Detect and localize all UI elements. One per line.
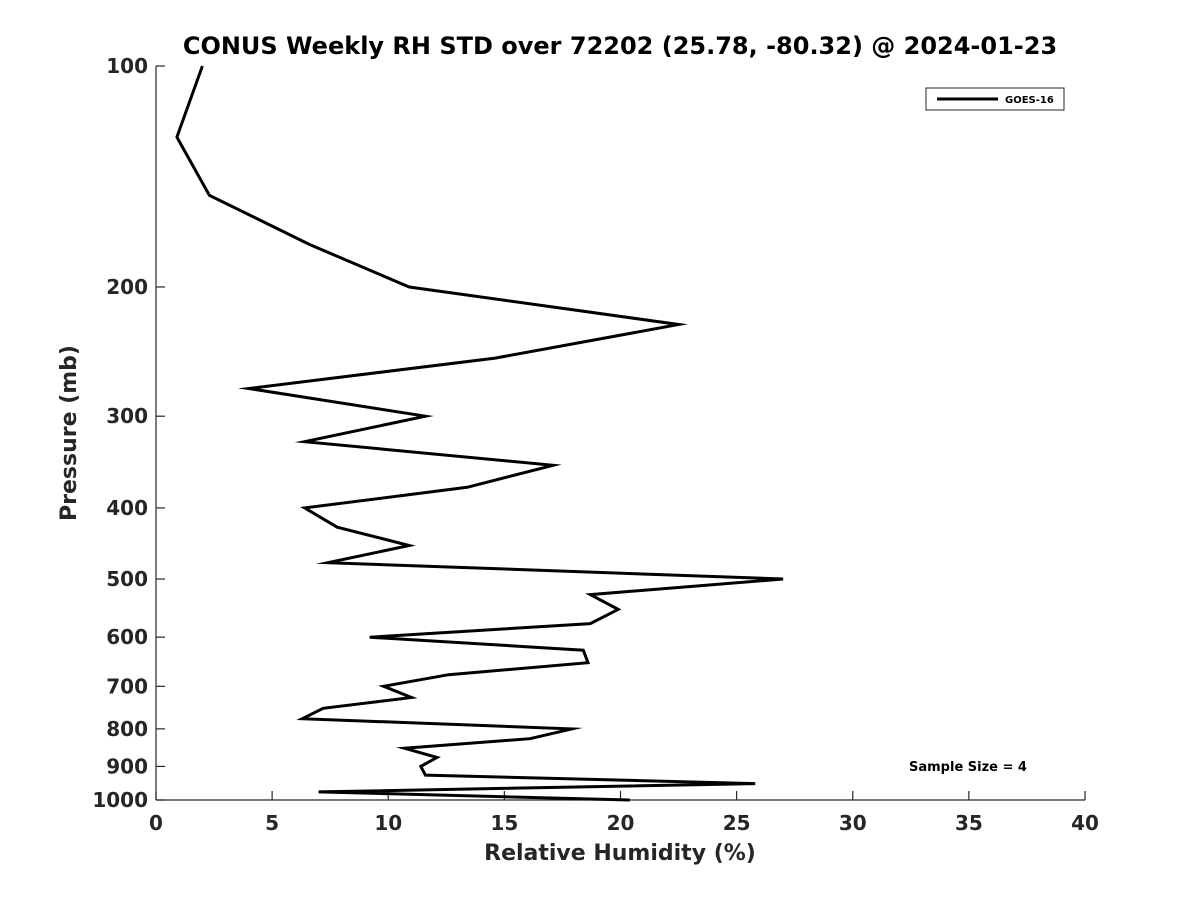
x-tick-label: 10: [374, 811, 402, 835]
x-tick-label: 25: [723, 811, 751, 835]
x-tick-label: 40: [1071, 811, 1099, 835]
x-tick-label: 30: [839, 811, 867, 835]
x-tick-label: 35: [955, 811, 983, 835]
y-tick-label: 200: [106, 275, 148, 299]
x-tick-label: 20: [607, 811, 635, 835]
series-line-goes-16: [175, 65, 784, 802]
x-tick-label: 5: [265, 811, 279, 835]
y-tick-label: 900: [106, 754, 148, 778]
x-axis-label: Relative Humidity (%): [484, 841, 756, 866]
plot-area: [155, 66, 1085, 801]
sample-size-annotation: Sample Size = 4: [909, 760, 1027, 775]
x-tick-label: 15: [490, 811, 518, 835]
y-tick-label: 600: [106, 625, 148, 649]
y-tick-label: 500: [106, 567, 148, 591]
y-tick-label: 1000: [92, 788, 148, 812]
x-axis: 0 5 10 15 20 25 30 35 40: [149, 791, 1099, 835]
y-tick-label: 300: [106, 404, 148, 428]
y-tick-label: 400: [106, 496, 148, 520]
legend: GOES-16: [925, 87, 1065, 111]
y-tick-label: 100: [106, 54, 148, 78]
y-tick-label: 800: [106, 717, 148, 741]
chart-title: CONUS Weekly RH STD over 72202 (25.78, -…: [183, 32, 1057, 60]
y-axis-label: Pressure (mb): [57, 345, 82, 521]
series-layer: [175, 65, 784, 802]
legend-entry-goes-16: GOES-16: [1005, 95, 1054, 106]
x-tick-label: 0: [149, 811, 163, 835]
y-axis: 100 200 300 400 500 600 700 800 900 1000: [92, 54, 165, 812]
y-tick-label: 700: [106, 674, 148, 698]
